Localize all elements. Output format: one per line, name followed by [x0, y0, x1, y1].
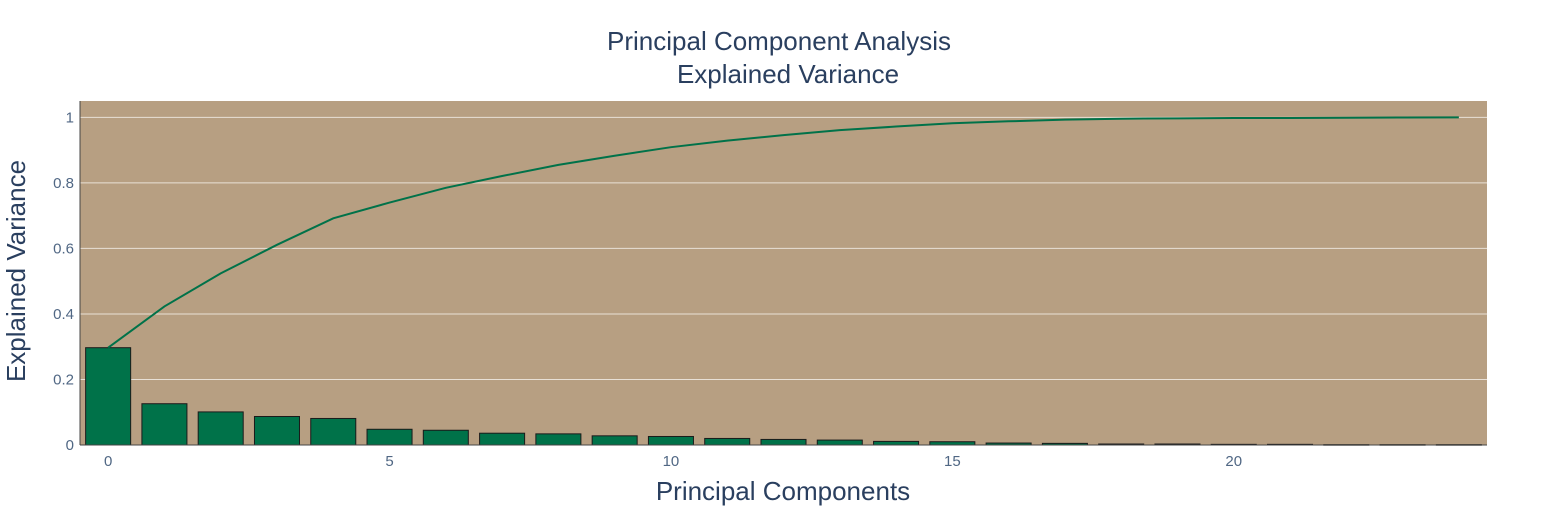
- y-gridlines: [80, 116, 1487, 380]
- variance-bar: [310, 417, 357, 446]
- variance-bar: [760, 438, 807, 446]
- variance-bar: [873, 440, 920, 446]
- variance-bar: [422, 429, 469, 446]
- variance-bar: [704, 437, 751, 446]
- variance-bar: [85, 347, 132, 446]
- y-tick-labels: 0 0.2 0.4 0.6 0.8 1: [53, 109, 74, 454]
- chart-title: Principal Component Analysis: [607, 26, 951, 56]
- chart-subtitle: Explained Variance: [677, 59, 899, 89]
- y-tick-label: 1: [66, 109, 74, 126]
- variance-bar: [535, 433, 582, 446]
- variance-bar: [647, 435, 694, 446]
- variance-bar: [479, 432, 526, 446]
- y-tick-label: 0.8: [53, 175, 74, 192]
- x-tick-label: 15: [944, 453, 961, 470]
- variance-bar: [197, 411, 244, 446]
- variance-bar: [816, 439, 863, 446]
- x-tick-label: 20: [1225, 453, 1242, 470]
- plot-area: [80, 101, 1487, 445]
- y-tick-label: 0.6: [53, 240, 74, 257]
- x-tick-labels: 0 5 10 15 20: [104, 453, 1242, 470]
- y-tick-label: 0: [66, 437, 74, 454]
- variance-bar: [591, 435, 638, 446]
- x-tick-label: 5: [385, 453, 393, 470]
- x-axis-title: Principal Components: [656, 476, 910, 506]
- x-tick-label: 0: [104, 453, 112, 470]
- y-tick-label: 0.4: [53, 306, 74, 323]
- cumulative-variance-line: [107, 116, 1459, 349]
- y-tick-label: 0.2: [53, 371, 74, 388]
- variance-bar: [366, 428, 413, 446]
- y-axis-title: Explained Variance: [1, 160, 31, 382]
- variance-bar: [253, 415, 300, 446]
- explained-variance-bars: [85, 347, 1482, 446]
- x-tick-label: 10: [663, 453, 680, 470]
- variance-bar: [141, 403, 188, 446]
